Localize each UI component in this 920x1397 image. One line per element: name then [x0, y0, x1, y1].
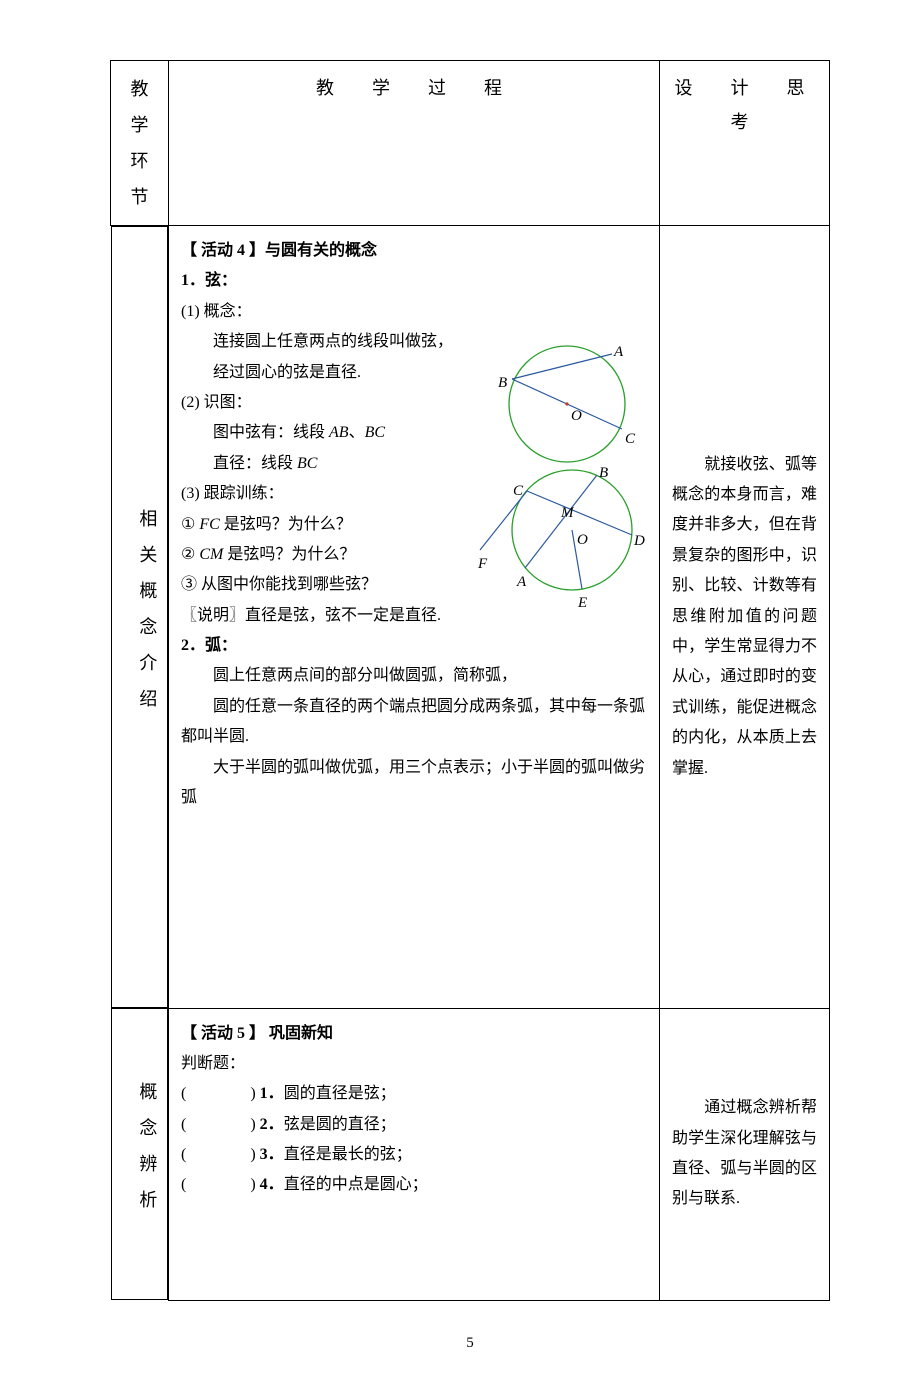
s1-rec-chords-sep: 、: [349, 424, 365, 441]
q3-b: 从图中你能找到哪些弦？: [197, 576, 377, 593]
q3-num: ③: [181, 576, 197, 593]
s1-rec-chords-pre: 图中弦有：线段: [213, 424, 329, 441]
fig1-label-C: C: [625, 425, 635, 454]
row-concepts: 相关概念介绍 【 活动 4 】与圆有关的概念 1．弦： (1) 概念： 连接圆上…: [111, 226, 830, 1009]
think-text-1: 就接收弦、弧等概念的本身而言，难度并非多大，但在背景复杂的图形中，识别、比较、计…: [672, 450, 817, 784]
fig2-label-B: B: [599, 459, 608, 488]
sec2-num: 2．: [181, 637, 205, 654]
activity5-title: 【 活动 5 】 巩固新知: [181, 1019, 647, 1049]
header-process: 教 学 过 程: [169, 61, 660, 226]
page-number: 5: [110, 1329, 830, 1358]
activity4-title: 【 活动 4 】与圆有关的概念: [181, 236, 647, 266]
s1-rec-diam-pre: 直径：线段: [213, 455, 297, 472]
fig1-label-A: A: [614, 338, 623, 367]
judge-q4: ( ) 4．直径的中点是圆心；: [181, 1170, 647, 1200]
q3t: 直径是最长的弦；: [284, 1146, 412, 1163]
sec2-title: 弧：: [205, 637, 237, 654]
header-stage-l1: 教学: [131, 79, 149, 135]
q1n: 1．: [260, 1085, 284, 1102]
process-cell-1: 【 活动 4 】与圆有关的概念 1．弦： (1) 概念： 连接圆上任意两点的线段…: [169, 226, 660, 1009]
judge-q2: ( ) 2．弦是圆的直径；: [181, 1110, 647, 1140]
think-cell-1: 就接收弦、弧等概念的本身而言，难度并非多大，但在背景复杂的图形中，识别、比较、计…: [660, 226, 830, 1009]
judge-lead: 判断题：: [181, 1049, 647, 1079]
think-text-2: 通过概念辨析帮助学生深化理解弦与直径、弧与半圆的区别与联系.: [672, 1093, 817, 1215]
s1-rec-chords-b: BC: [365, 424, 385, 441]
fig2-label-E: E: [578, 589, 587, 618]
q2-num: ②: [181, 546, 195, 563]
stage-label-1: 相关概念介绍: [130, 509, 164, 725]
fig2-label-C: C: [513, 477, 523, 506]
q1t: 圆的直径是弦；: [284, 1085, 396, 1102]
stage-cell-2: 概念辨析: [111, 1008, 169, 1300]
fig2-label-A: A: [517, 568, 526, 597]
q1-num: ①: [181, 516, 195, 533]
stage-cell-1: 相关概念介绍: [111, 226, 169, 1008]
q1-b: 是弦吗？为什么？: [220, 516, 352, 533]
q2-b: 是弦吗？为什么？: [223, 546, 355, 563]
s1-rec-chords-a: AB: [329, 424, 349, 441]
s1-item1-label: (1) 概念：: [181, 297, 647, 327]
lesson-table: 教学 环节 教 学 过 程 设 计 思 考 相关概念介绍 【 活动 4 】与圆有…: [110, 60, 830, 1301]
judge-q3: ( ) 3．直径是最长的弦；: [181, 1140, 647, 1170]
sec1-train: (3) 跟踪训练： ① FC 是弦吗？为什么？ ② CM 是弦吗？为什么？ ③ …: [181, 479, 647, 601]
fig2-label-O: O: [577, 526, 588, 555]
sec1-title: 弦：: [205, 272, 237, 289]
q2-a: CM: [195, 546, 223, 563]
stage-label-2: 概念辨析: [130, 1082, 164, 1226]
q3n: 3．: [260, 1146, 284, 1163]
figure-2: A B C D E F M O: [477, 455, 647, 612]
s2-def2: 圆的任意一条直径的两个端点把圆分成两条弧，其中每一条弧都叫半圆.: [181, 692, 647, 753]
think-cell-2: 通过概念辨析帮助学生深化理解弦与直径、弧与半圆的区别与联系.: [660, 1008, 830, 1300]
header-stage-l2: 环节: [131, 151, 149, 207]
page: 教学 环节 教 学 过 程 设 计 思 考 相关概念介绍 【 活动 4 】与圆有…: [0, 0, 920, 1397]
blank-3: ( ): [181, 1146, 260, 1163]
header-think: 设 计 思 考: [660, 61, 830, 226]
sec1-num: 1．: [181, 272, 205, 289]
q2t: 弦是圆的直径；: [284, 1116, 396, 1133]
q4t: 直径的中点是圆心；: [284, 1176, 428, 1193]
fig1-label-O: O: [571, 402, 582, 431]
fig2-label-D: D: [634, 527, 645, 556]
fig2-label-M: M: [561, 499, 574, 528]
sec1-block: (1) 概念： 连接圆上任意两点的线段叫做弦， 经过圆心的弦是直径. (2) 识…: [181, 297, 647, 479]
process-body-1: 【 活动 4 】与圆有关的概念 1．弦： (1) 概念： 连接圆上任意两点的线段…: [181, 236, 647, 813]
s1-rec-diam-val: BC: [297, 455, 317, 472]
figure-2-svg: [477, 455, 647, 601]
q2n: 2．: [260, 1116, 284, 1133]
fig2-label-F: F: [478, 550, 487, 579]
judge-q1: ( ) 1．圆的直径是弦；: [181, 1079, 647, 1109]
s2-def1: 圆上任意两点间的部分叫做圆弧，简称弧，: [181, 661, 647, 691]
q4n: 4．: [260, 1176, 284, 1193]
table-header-row: 教学 环节 教 学 过 程 设 计 思 考: [111, 61, 830, 226]
sec2-heading: 2．弧：: [181, 631, 647, 661]
blank-2: ( ): [181, 1116, 260, 1133]
sec1-heading: 1．弦：: [181, 266, 647, 296]
q1-a: FC: [195, 516, 219, 533]
header-stage: 教学 环节: [111, 61, 169, 226]
process-cell-2: 【 活动 5 】 巩固新知 判断题： ( ) 1．圆的直径是弦； ( ) 2．弦…: [169, 1008, 660, 1300]
fig1-label-B: B: [498, 369, 507, 398]
row-analysis: 概念辨析 【 活动 5 】 巩固新知 判断题： ( ) 1．圆的直径是弦； ( …: [111, 1008, 830, 1300]
blank-4: ( ): [181, 1176, 260, 1193]
s2-def3: 大于半圆的弧叫做优弧，用三个点表示；小于半圆的弧叫做劣弧: [181, 753, 647, 814]
blank-1: ( ): [181, 1085, 260, 1102]
